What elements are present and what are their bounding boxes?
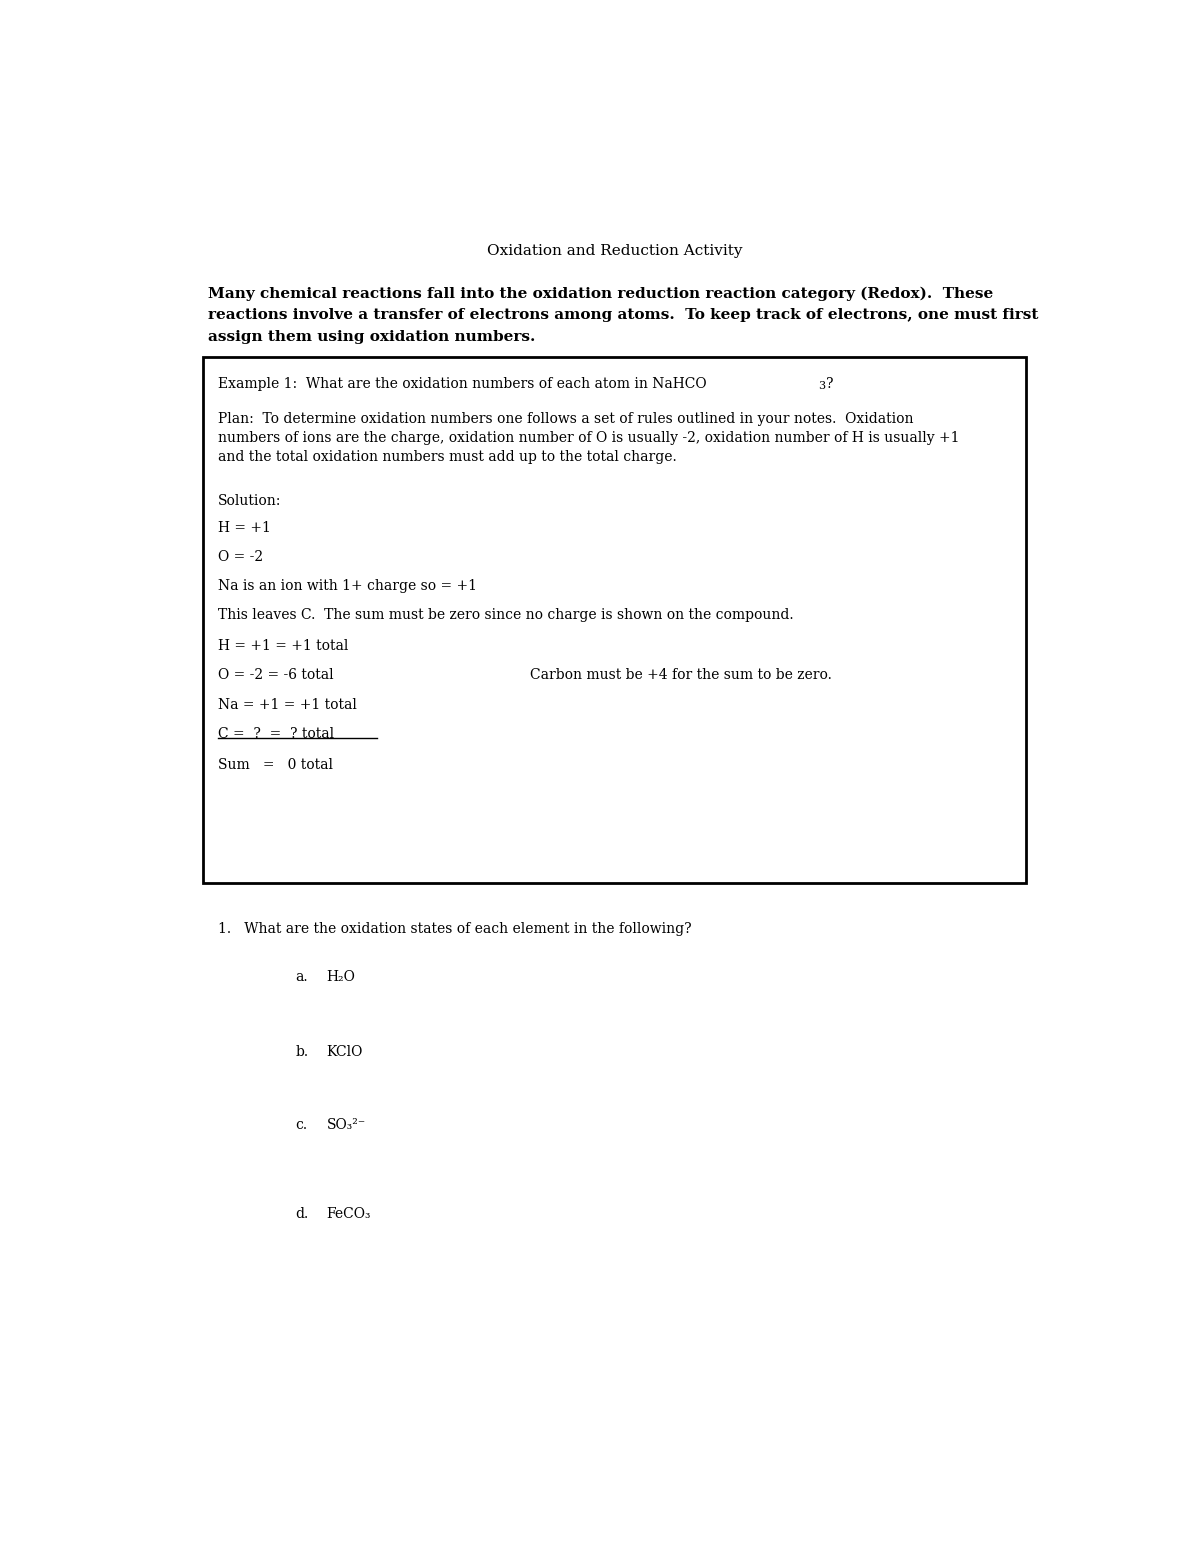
Text: O = -2 = -6 total: O = -2 = -6 total [218, 668, 334, 682]
Text: This leaves C.  The sum must be zero since no charge is shown on the compound.: This leaves C. The sum must be zero sinc… [218, 609, 794, 623]
Text: O = -2: O = -2 [218, 550, 263, 564]
Text: assign them using oxidation numbers.: assign them using oxidation numbers. [208, 329, 535, 343]
Text: c.: c. [295, 1118, 308, 1132]
Text: ?: ? [826, 377, 833, 391]
Text: C =  ?  =  ? total: C = ? = ? total [218, 727, 335, 741]
Text: FeCO₃: FeCO₃ [326, 1207, 371, 1221]
Text: Carbon must be +4 for the sum to be zero.: Carbon must be +4 for the sum to be zero… [529, 668, 832, 682]
Text: Plan:  To determine oxidation numbers one follows a set of rules outlined in you: Plan: To determine oxidation numbers one… [218, 412, 913, 426]
Text: Sum   =   0 total: Sum = 0 total [218, 758, 334, 772]
Text: H = +1 = +1 total: H = +1 = +1 total [218, 640, 348, 654]
Text: 3: 3 [818, 380, 826, 391]
Text: Na = +1 = +1 total: Na = +1 = +1 total [218, 697, 358, 711]
Text: Example 1:  What are the oxidation numbers of each atom in NaHCO: Example 1: What are the oxidation number… [218, 377, 707, 391]
Text: Many chemical reactions fall into the oxidation reduction reaction category (Red: Many chemical reactions fall into the ox… [208, 286, 994, 301]
Text: b.: b. [295, 1045, 308, 1059]
Text: Oxidation and Reduction Activity: Oxidation and Reduction Activity [487, 244, 743, 258]
Text: Solution:: Solution: [218, 494, 282, 508]
Text: Na is an ion with 1+ charge so = +1: Na is an ion with 1+ charge so = +1 [218, 579, 478, 593]
Text: reactions involve a transfer of electrons among atoms.  To keep track of electro: reactions involve a transfer of electron… [208, 307, 1038, 321]
Text: and the total oxidation numbers must add up to the total charge.: and the total oxidation numbers must add… [218, 450, 677, 464]
Text: a.: a. [295, 971, 308, 985]
Text: 1.   What are the oxidation states of each element in the following?: 1. What are the oxidation states of each… [218, 922, 692, 936]
Text: SO₃²⁻: SO₃²⁻ [326, 1118, 366, 1132]
Text: KClO: KClO [326, 1045, 364, 1059]
Text: H₂O: H₂O [326, 971, 355, 985]
Bar [203, 357, 1026, 884]
Text: H = +1: H = +1 [218, 522, 271, 536]
Text: numbers of ions are the charge, oxidation number of O is usually -2, oxidation n: numbers of ions are the charge, oxidatio… [218, 432, 960, 446]
Text: d.: d. [295, 1207, 308, 1221]
